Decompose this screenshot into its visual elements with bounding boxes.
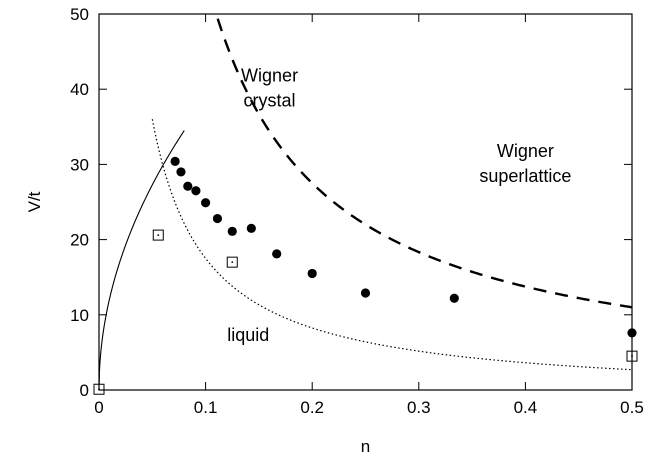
filled-circle-point [170,156,180,166]
filled-circle-point [227,226,237,236]
ticks-layer: 0 0.1 0.2 0.3 0.4 0.5 0 10 20 30 40 50 [70,5,644,417]
y-axis-label: V/t [25,191,44,212]
filled-circle-point [307,268,317,279]
x-tick-label: 0.3 [407,398,431,417]
dashed-curve [215,14,632,309]
filled-circle-point [176,167,186,177]
plot-frame [98,13,633,391]
filled-circle-point [183,181,193,191]
solid-curve [99,130,185,390]
labels-layer: n V/t Wigner crystal Wigner superlattice liqui… [25,66,571,456]
x-tick-label: 0.1 [194,398,218,417]
region-label: Wigner [241,66,298,86]
region-label: superlattice [479,166,571,186]
x-axis-label: n [361,437,370,456]
markers-layer [93,156,638,395]
filled-circle-point [449,293,459,303]
x-tick-label: 0.2 [300,398,324,417]
curves-layer [99,14,632,390]
filled-circle-point [272,249,282,259]
y-tick-label: 20 [70,231,89,250]
y-tick-label: 0 [80,381,89,400]
region-label: crystal [244,91,296,111]
plot-border [98,13,633,391]
x-tick-label: 0.5 [620,398,644,417]
filled-circle-point [212,213,223,224]
filled-circle-point [201,198,211,208]
filled-circle-point [246,223,256,233]
y-tick-label: 30 [70,155,89,174]
filled-circle-point [191,186,201,196]
x-tick-label: 0 [94,398,103,417]
y-tick-label: 40 [70,80,89,99]
y-tick-label: 10 [70,306,89,325]
dotted-curve [151,119,632,371]
y-tick-label: 50 [70,5,89,24]
open-square-center-dot [157,234,160,236]
region-label: liquid [227,325,269,345]
x-tick-label: 0.4 [514,398,538,417]
region-label: Wigner [497,141,554,161]
filled-circle-point [360,288,371,298]
open-square-center-dot [231,261,234,264]
